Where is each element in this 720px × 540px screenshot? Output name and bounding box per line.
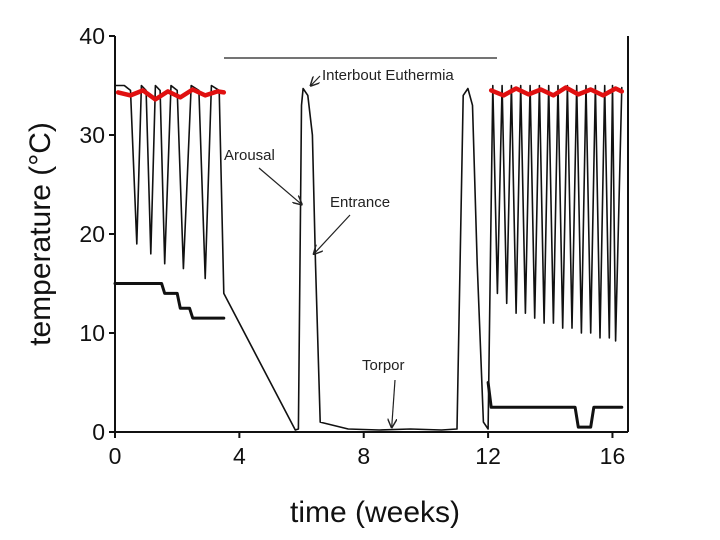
- annotation-label: Entrance: [330, 194, 390, 211]
- annotation-arrow: [258, 167, 302, 204]
- x-tick-label: 16: [600, 443, 626, 469]
- annotation-label: Torpor: [362, 357, 405, 374]
- annotation-label: Interbout Euthermia: [322, 67, 454, 84]
- ambient-temperature-line: [113, 282, 226, 320]
- annotation-label: Arousal: [224, 147, 275, 164]
- x-axis-label: time (weeks): [290, 496, 460, 529]
- y-tick-label: 20: [79, 221, 105, 247]
- x-tick-label: 12: [475, 443, 501, 469]
- x-tick-group: 0 4 8 12 16: [109, 432, 626, 469]
- y-tick-label: 30: [79, 122, 105, 148]
- ambient-temperature-line: [486, 381, 624, 429]
- body-temperature-line: [114, 84, 623, 431]
- x-tick-label: 0: [109, 443, 122, 469]
- series-group: [113, 84, 625, 431]
- y-tick-label: 10: [79, 320, 105, 346]
- x-tick-label: 4: [233, 443, 246, 469]
- annotation-arrow: [392, 379, 395, 427]
- annotation-arrow: [311, 75, 321, 86]
- x-tick-label: 8: [357, 443, 370, 469]
- annotation-arrow: [314, 214, 351, 254]
- annotation-group: Interbout Euthermia Arousal Entrance Torpor: [224, 67, 454, 427]
- y-tick-label: 0: [92, 419, 105, 445]
- y-tick-group: 0 10 20 30 40: [79, 23, 115, 445]
- y-axis-label: temperature (°C): [24, 122, 57, 346]
- euthermic-reference-line: [115, 87, 227, 102]
- y-tick-label: 40: [79, 23, 105, 49]
- euthermic-reference-line: [488, 85, 625, 98]
